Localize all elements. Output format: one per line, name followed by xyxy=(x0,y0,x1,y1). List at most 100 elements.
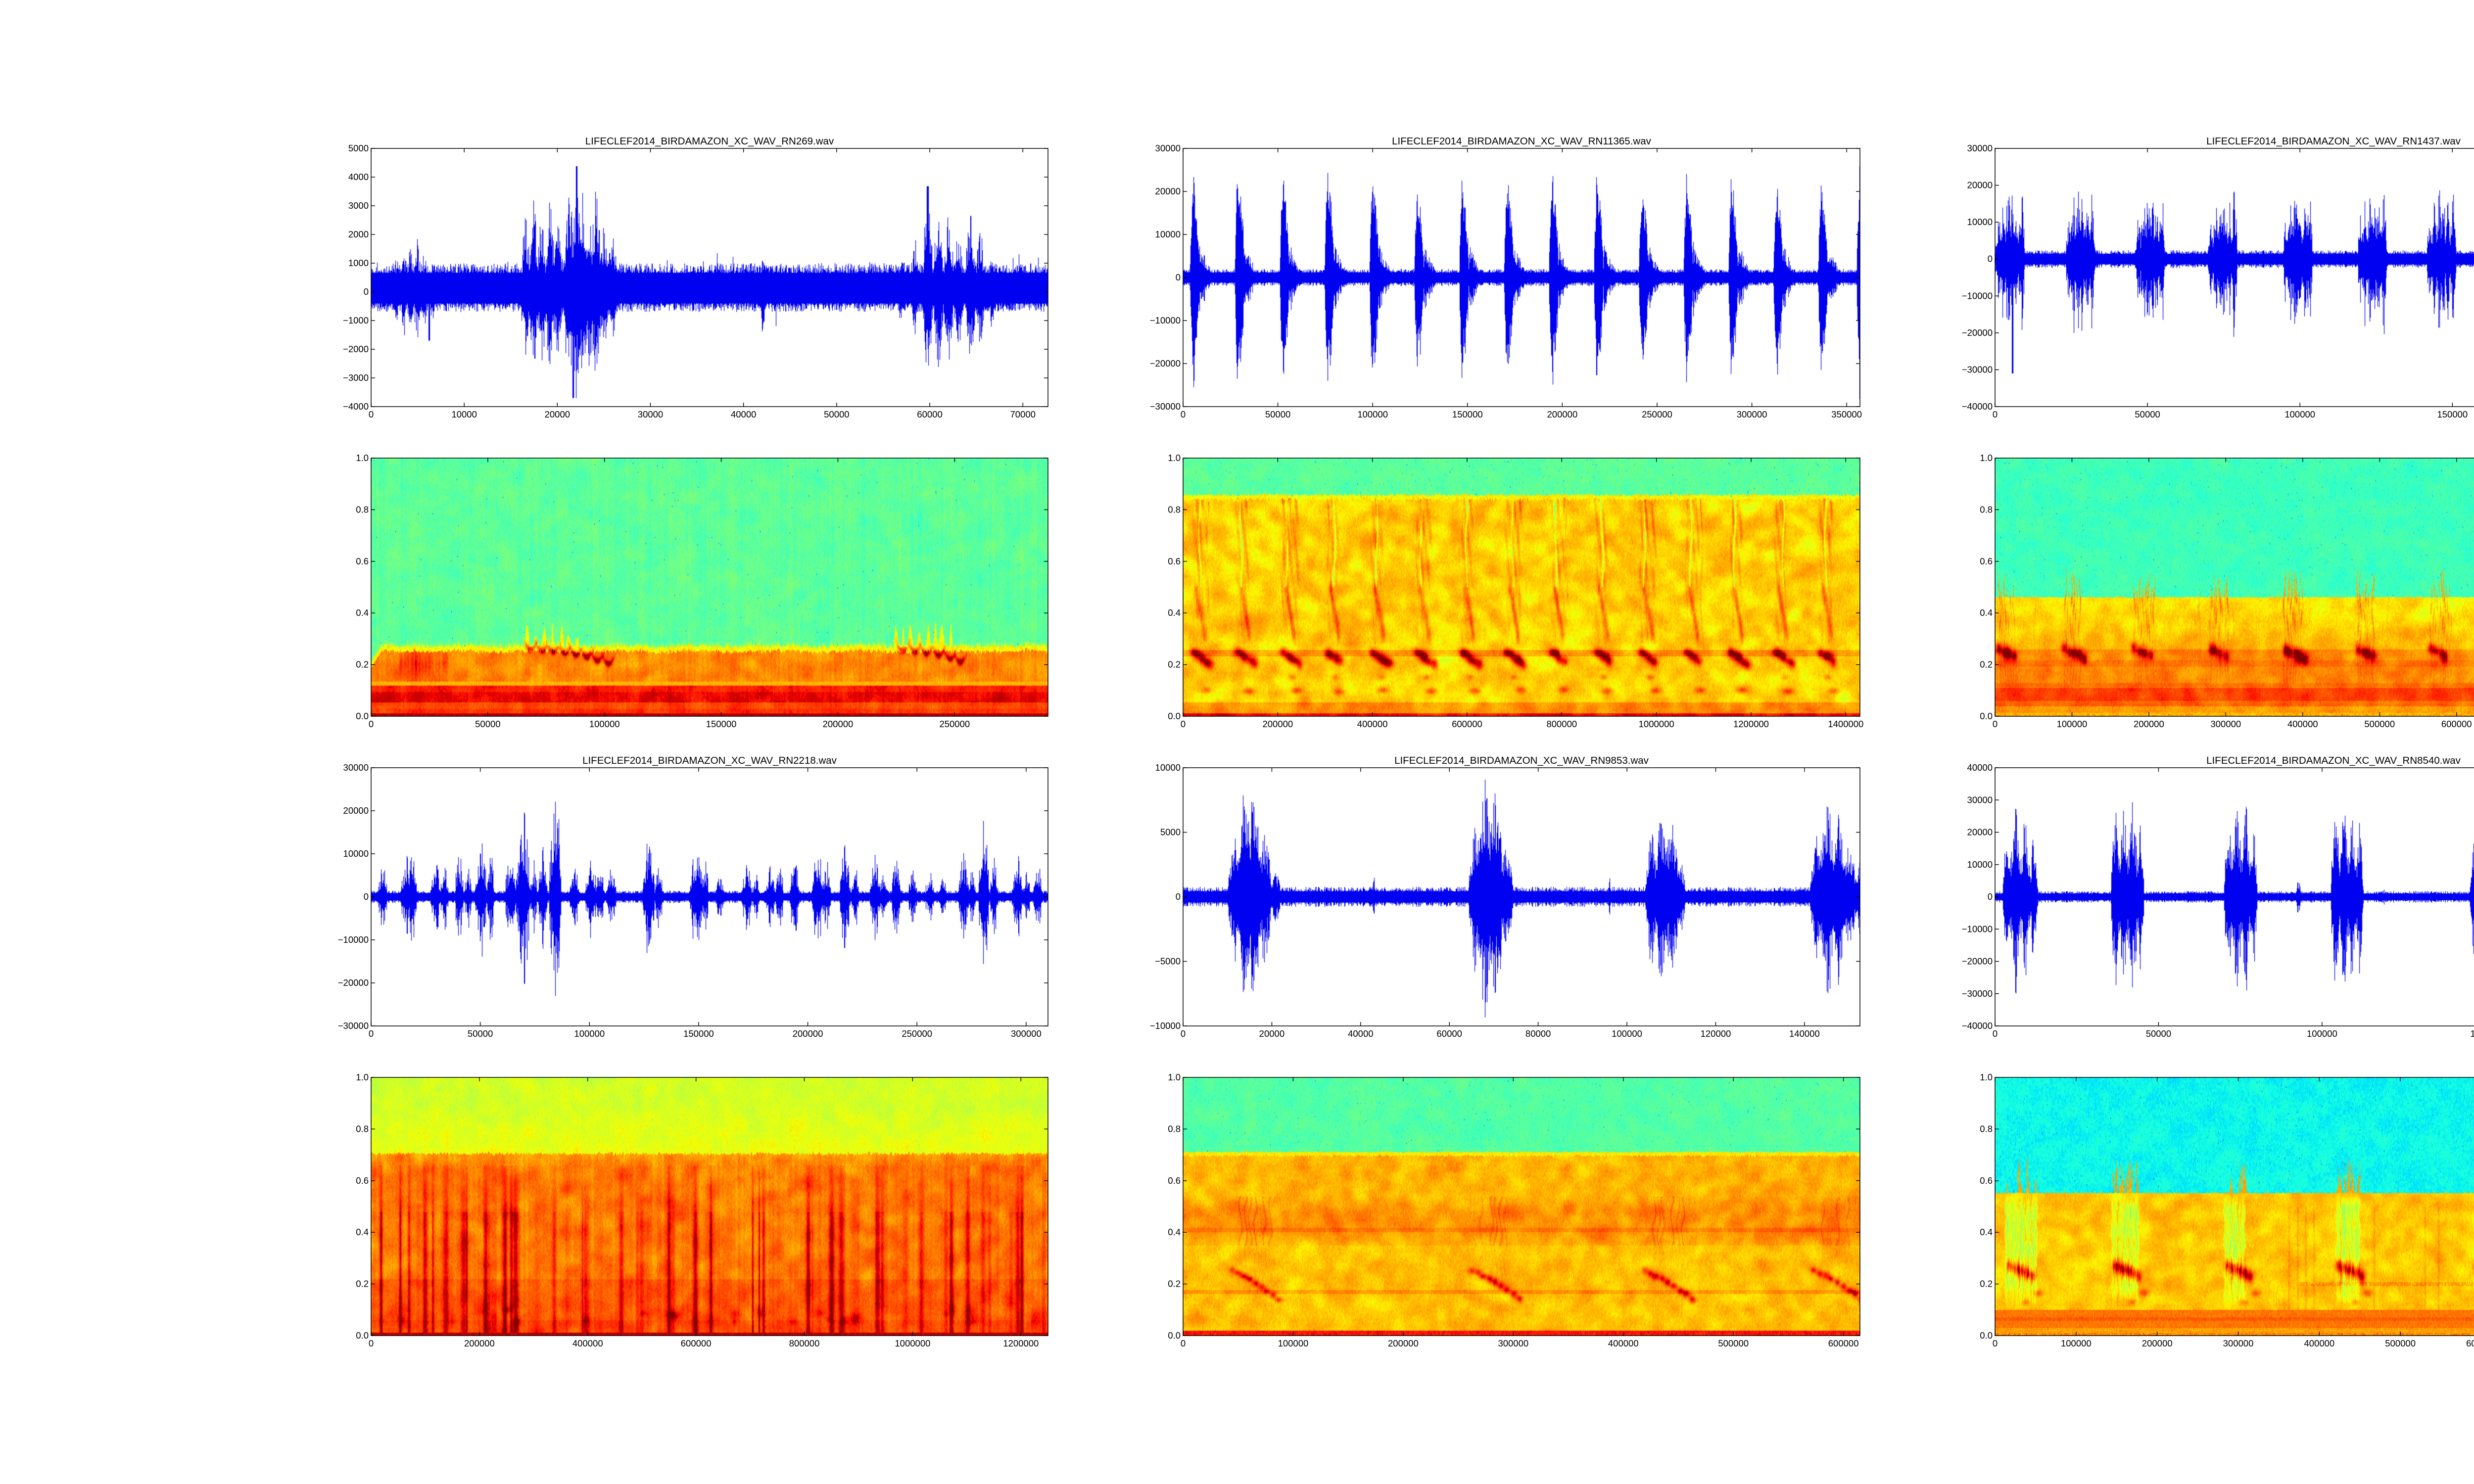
svg-text:150000: 150000 xyxy=(2437,409,2468,419)
svg-text:0: 0 xyxy=(1988,254,1993,264)
svg-text:1.0: 1.0 xyxy=(1980,1072,1993,1082)
svg-text:−3000: −3000 xyxy=(343,372,369,383)
svg-text:40000: 40000 xyxy=(1967,762,1993,773)
svg-text:20000: 20000 xyxy=(1967,827,1993,837)
svg-text:600000: 600000 xyxy=(681,1338,712,1348)
svg-text:40000: 40000 xyxy=(731,409,756,419)
svg-text:0: 0 xyxy=(1181,409,1186,419)
svg-text:100000: 100000 xyxy=(2284,409,2315,419)
svg-text:200000: 200000 xyxy=(2142,1338,2173,1348)
svg-text:100000: 100000 xyxy=(2061,1338,2092,1348)
svg-text:20000: 20000 xyxy=(343,805,369,816)
svg-text:0.2: 0.2 xyxy=(1980,659,1993,670)
svg-text:10000: 10000 xyxy=(451,409,476,419)
svg-text:−30000: −30000 xyxy=(1962,364,1993,374)
svg-text:400000: 400000 xyxy=(1608,1338,1639,1348)
svg-text:500000: 500000 xyxy=(2364,719,2395,729)
svg-text:200000: 200000 xyxy=(464,1338,495,1348)
svg-text:0: 0 xyxy=(369,1338,374,1348)
svg-text:4000: 4000 xyxy=(348,172,369,182)
svg-text:LIFECLEF2014_BIRDAMAZON_XC_WAV: LIFECLEF2014_BIRDAMAZON_XC_WAV_RN9853.wa… xyxy=(1394,755,1649,766)
svg-text:600000: 600000 xyxy=(2466,1338,2474,1348)
svg-text:0.0: 0.0 xyxy=(1980,711,1993,721)
svg-text:2000: 2000 xyxy=(348,229,369,239)
svg-text:20000: 20000 xyxy=(545,409,570,419)
svg-text:0.8: 0.8 xyxy=(1980,1123,1993,1134)
svg-text:200000: 200000 xyxy=(823,719,854,729)
svg-text:400000: 400000 xyxy=(2304,1338,2334,1348)
svg-text:LIFECLEF2014_BIRDAMAZON_XC_WAV: LIFECLEF2014_BIRDAMAZON_XC_WAV_RN269.wav xyxy=(585,136,834,147)
svg-text:800000: 800000 xyxy=(789,1338,820,1348)
svg-text:−5000: −5000 xyxy=(1155,956,1181,967)
svg-text:5000: 5000 xyxy=(348,143,369,153)
svg-text:400000: 400000 xyxy=(2287,719,2318,729)
svg-text:−20000: −20000 xyxy=(1150,358,1181,369)
svg-text:0.8: 0.8 xyxy=(1168,1123,1181,1134)
svg-text:600000: 600000 xyxy=(1828,1338,1859,1348)
svg-text:LIFECLEF2014_BIRDAMAZON_XC_WAV: LIFECLEF2014_BIRDAMAZON_XC_WAV_RN1437.wa… xyxy=(2206,136,2461,147)
svg-text:0.6: 0.6 xyxy=(356,1175,369,1186)
svg-text:0: 0 xyxy=(1993,409,1998,419)
svg-text:10000: 10000 xyxy=(1155,229,1181,239)
svg-text:−1000: −1000 xyxy=(343,315,369,325)
svg-text:400000: 400000 xyxy=(1357,719,1388,729)
svg-text:0.4: 0.4 xyxy=(356,1227,369,1237)
svg-text:−20000: −20000 xyxy=(1962,956,1993,967)
svg-text:−10000: −10000 xyxy=(1962,290,1993,301)
svg-text:100000: 100000 xyxy=(1357,409,1388,419)
svg-text:LIFECLEF2014_BIRDAMAZON_XC_WAV: LIFECLEF2014_BIRDAMAZON_XC_WAV_RN11365.w… xyxy=(1392,136,1651,147)
svg-text:1.0: 1.0 xyxy=(1168,1072,1181,1082)
svg-text:−30000: −30000 xyxy=(1150,401,1181,412)
svg-text:0.0: 0.0 xyxy=(356,711,369,721)
svg-text:30000: 30000 xyxy=(343,762,369,773)
svg-text:300000: 300000 xyxy=(2223,1338,2254,1348)
svg-text:300000: 300000 xyxy=(1011,1028,1042,1039)
svg-text:0.6: 0.6 xyxy=(1168,1175,1181,1186)
svg-text:30000: 30000 xyxy=(638,409,663,419)
svg-text:1.0: 1.0 xyxy=(1980,453,1993,463)
svg-text:0: 0 xyxy=(1181,719,1186,729)
svg-text:100000: 100000 xyxy=(589,719,620,729)
svg-text:20000: 20000 xyxy=(1259,1028,1285,1039)
svg-text:250000: 250000 xyxy=(939,719,970,729)
svg-text:0: 0 xyxy=(1176,891,1181,902)
svg-text:50000: 50000 xyxy=(468,1028,493,1039)
svg-text:1000000: 1000000 xyxy=(895,1338,930,1348)
svg-text:0: 0 xyxy=(1181,1028,1186,1039)
svg-text:20000: 20000 xyxy=(1967,180,1993,190)
svg-text:0.6: 0.6 xyxy=(1980,556,1993,566)
svg-text:0.8: 0.8 xyxy=(356,1123,369,1134)
svg-text:−30000: −30000 xyxy=(1962,988,1993,999)
svg-text:500000: 500000 xyxy=(1718,1338,1749,1348)
svg-text:0.6: 0.6 xyxy=(356,556,369,566)
svg-text:200000: 200000 xyxy=(793,1028,823,1039)
svg-text:LIFECLEF2014_BIRDAMAZON_XC_WAV: LIFECLEF2014_BIRDAMAZON_XC_WAV_RN8540.wa… xyxy=(2206,755,2461,766)
svg-text:0.2: 0.2 xyxy=(356,659,369,670)
svg-text:100000: 100000 xyxy=(2307,1028,2337,1039)
svg-text:10000: 10000 xyxy=(1967,859,1993,870)
svg-text:1400000: 1400000 xyxy=(1828,719,1863,729)
svg-text:0.0: 0.0 xyxy=(1168,1330,1181,1341)
svg-text:−40000: −40000 xyxy=(1962,401,1993,412)
svg-text:−4000: −4000 xyxy=(343,401,369,412)
svg-text:10000: 10000 xyxy=(343,848,369,859)
svg-text:−10000: −10000 xyxy=(1150,1020,1181,1031)
svg-text:50000: 50000 xyxy=(2146,1028,2171,1039)
svg-text:10000: 10000 xyxy=(1155,762,1181,773)
svg-text:600000: 600000 xyxy=(1452,719,1482,729)
svg-text:0.6: 0.6 xyxy=(1980,1175,1993,1186)
svg-text:0.8: 0.8 xyxy=(356,504,369,514)
svg-text:0.2: 0.2 xyxy=(1980,1279,1993,1289)
svg-text:1200000: 1200000 xyxy=(1003,1338,1039,1348)
svg-text:300000: 300000 xyxy=(1498,1338,1528,1348)
svg-text:0: 0 xyxy=(1993,1028,1998,1039)
svg-text:150000: 150000 xyxy=(1452,409,1483,419)
svg-text:1.0: 1.0 xyxy=(356,453,369,463)
svg-text:−2000: −2000 xyxy=(343,344,369,354)
svg-text:0.0: 0.0 xyxy=(1980,1330,1993,1341)
svg-text:200000: 200000 xyxy=(1547,409,1578,419)
svg-text:0.6: 0.6 xyxy=(1168,556,1181,566)
svg-text:30000: 30000 xyxy=(1155,143,1181,153)
svg-text:5000: 5000 xyxy=(1160,827,1181,837)
svg-text:0: 0 xyxy=(1181,1338,1186,1348)
